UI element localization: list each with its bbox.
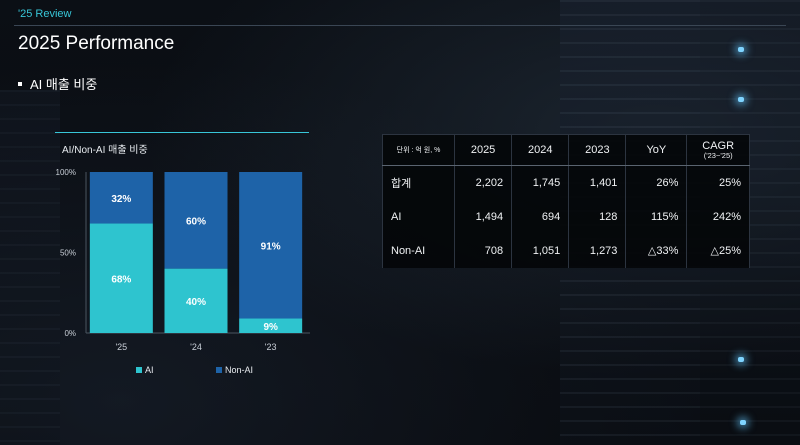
table-cell: 1,401 [568, 165, 627, 200]
legend-label: Non-AI [225, 365, 253, 375]
table-cell: 128 [568, 199, 627, 234]
table-row: AI 1,494 694 128 115% 242% [382, 199, 750, 234]
unit-header: 단위 : 억 원, % [382, 134, 455, 166]
section-heading-text: AI 매출 비중 [30, 77, 98, 92]
col-header: 2024 [511, 134, 570, 166]
col-header: YoY [625, 134, 688, 166]
chart-divider [55, 132, 309, 133]
data-label: 91% [261, 241, 281, 252]
page-title: 2025 Performance [18, 33, 175, 54]
legend-label: AI [145, 365, 154, 375]
table-cell: 242% [686, 199, 750, 234]
table-cell: 708 [453, 233, 513, 268]
row-label: AI [382, 199, 455, 234]
server-light [738, 47, 744, 52]
row-label: 합계 [382, 165, 455, 200]
x-tick-label: '23 [265, 342, 277, 352]
chart-title: AI/Non-AI 매출 비중 [62, 145, 148, 156]
section-heading: AI 매출 비중 [18, 74, 97, 93]
bar-segment [89, 172, 153, 224]
bar-segment [164, 172, 228, 269]
table-header-row: 단위 : 억 원, % 2025 2024 2023 YoY CAGR ('23~… [382, 134, 750, 166]
table-cell: 115% [625, 199, 688, 234]
row-label: Non-AI [382, 233, 455, 268]
y-tick-label: 100% [56, 168, 76, 177]
table-cell: 1,051 [511, 233, 570, 268]
review-tag: '25 Review [18, 8, 72, 20]
table-cell: 1,745 [511, 165, 570, 200]
table-cell: 1,494 [453, 199, 513, 234]
table-cell: 694 [511, 199, 570, 234]
y-tick-label: 50% [60, 249, 76, 258]
table-cell: △33% [625, 233, 688, 268]
table-cell: 1,273 [568, 233, 627, 268]
table-row: 합계 2,202 1,745 1,401 26% 25% [382, 165, 750, 200]
server-rack [0, 90, 60, 445]
x-tick-label: '25 [115, 342, 127, 352]
col-header: 2023 [568, 134, 627, 166]
server-light [740, 420, 746, 425]
bullet-icon [18, 81, 22, 86]
header-divider [14, 25, 786, 26]
table-row: Non-AI 708 1,051 1,273 △33% △25% [382, 233, 750, 268]
data-label: 9% [263, 322, 278, 333]
data-label: 60% [186, 216, 206, 227]
y-tick-label: 0% [64, 329, 76, 338]
cagr-period: ('23~'25) [703, 151, 733, 160]
col-header-cagr: CAGR ('23~'25) [686, 134, 750, 166]
table-cell: 25% [686, 165, 750, 200]
table-cell: 2,202 [453, 165, 513, 200]
data-label: 68% [111, 274, 131, 285]
cagr-label: CAGR [702, 140, 735, 152]
data-label: 32% [111, 194, 131, 205]
legend-swatch [216, 367, 222, 373]
performance-table: 단위 : 억 원, % 2025 2024 2023 YoY CAGR ('23~… [382, 134, 750, 268]
legend-swatch [136, 367, 142, 373]
server-light [738, 97, 744, 102]
col-header: 2025 [453, 134, 513, 166]
server-light [738, 357, 744, 362]
table-cell: △25% [686, 233, 750, 268]
table-cell: 26% [625, 165, 688, 200]
bar-segment [89, 223, 153, 333]
bar-segment [239, 172, 303, 319]
bar-segment [239, 318, 303, 333]
x-tick-label: '24 [190, 342, 202, 352]
data-label: 40% [186, 297, 206, 308]
bar-segment [164, 268, 228, 333]
